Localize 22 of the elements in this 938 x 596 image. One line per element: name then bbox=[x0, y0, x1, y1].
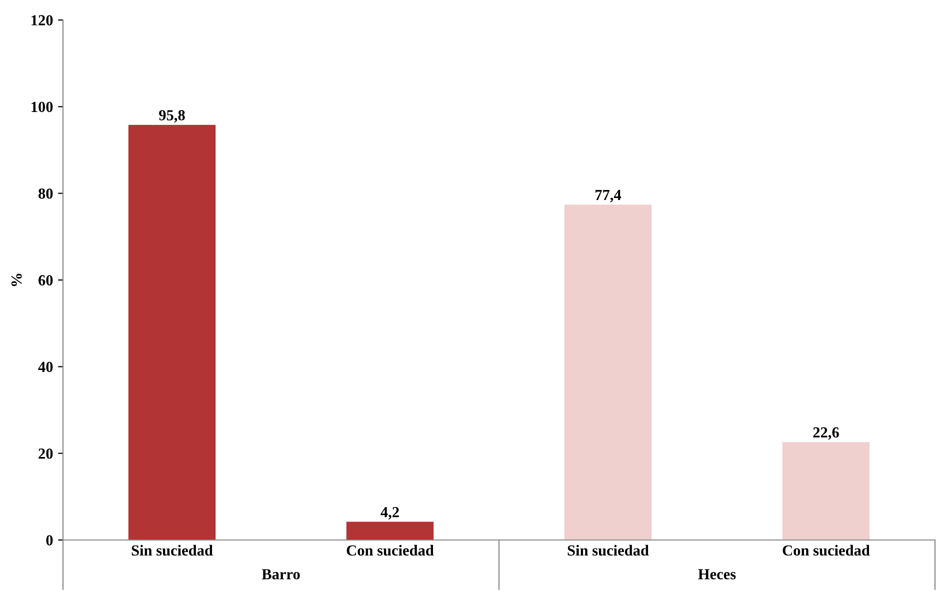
bar bbox=[346, 522, 434, 540]
y-axis-title: % bbox=[11, 274, 22, 286]
y-tick-label: 120 bbox=[32, 15, 53, 26]
data-label: 4,2 bbox=[380, 507, 399, 520]
data-label: 22,6 bbox=[813, 427, 839, 440]
y-tick-label: 80 bbox=[38, 188, 53, 199]
data-label: 77,4 bbox=[596, 190, 622, 202]
bar bbox=[128, 124, 216, 540]
y-tick-label: 40 bbox=[38, 362, 53, 372]
y-tick-label: 0 bbox=[46, 535, 53, 546]
text: Barro bbox=[262, 569, 300, 580]
x-tick-label: Con suciedad bbox=[782, 544, 870, 556]
x-tick-label: Con suciedad bbox=[346, 544, 434, 556]
data-label: 95,8 bbox=[159, 110, 185, 123]
x-tick-label: Sin suciedad bbox=[568, 544, 649, 556]
y-tick-label: 60 bbox=[38, 275, 53, 286]
y-tick-label: 20 bbox=[38, 448, 53, 459]
x-tick-label: Sin suciedad bbox=[132, 544, 213, 556]
text: Heces bbox=[698, 569, 736, 580]
bar bbox=[564, 204, 652, 540]
y-tick-label: 100 bbox=[32, 102, 53, 112]
bar bbox=[782, 442, 870, 540]
